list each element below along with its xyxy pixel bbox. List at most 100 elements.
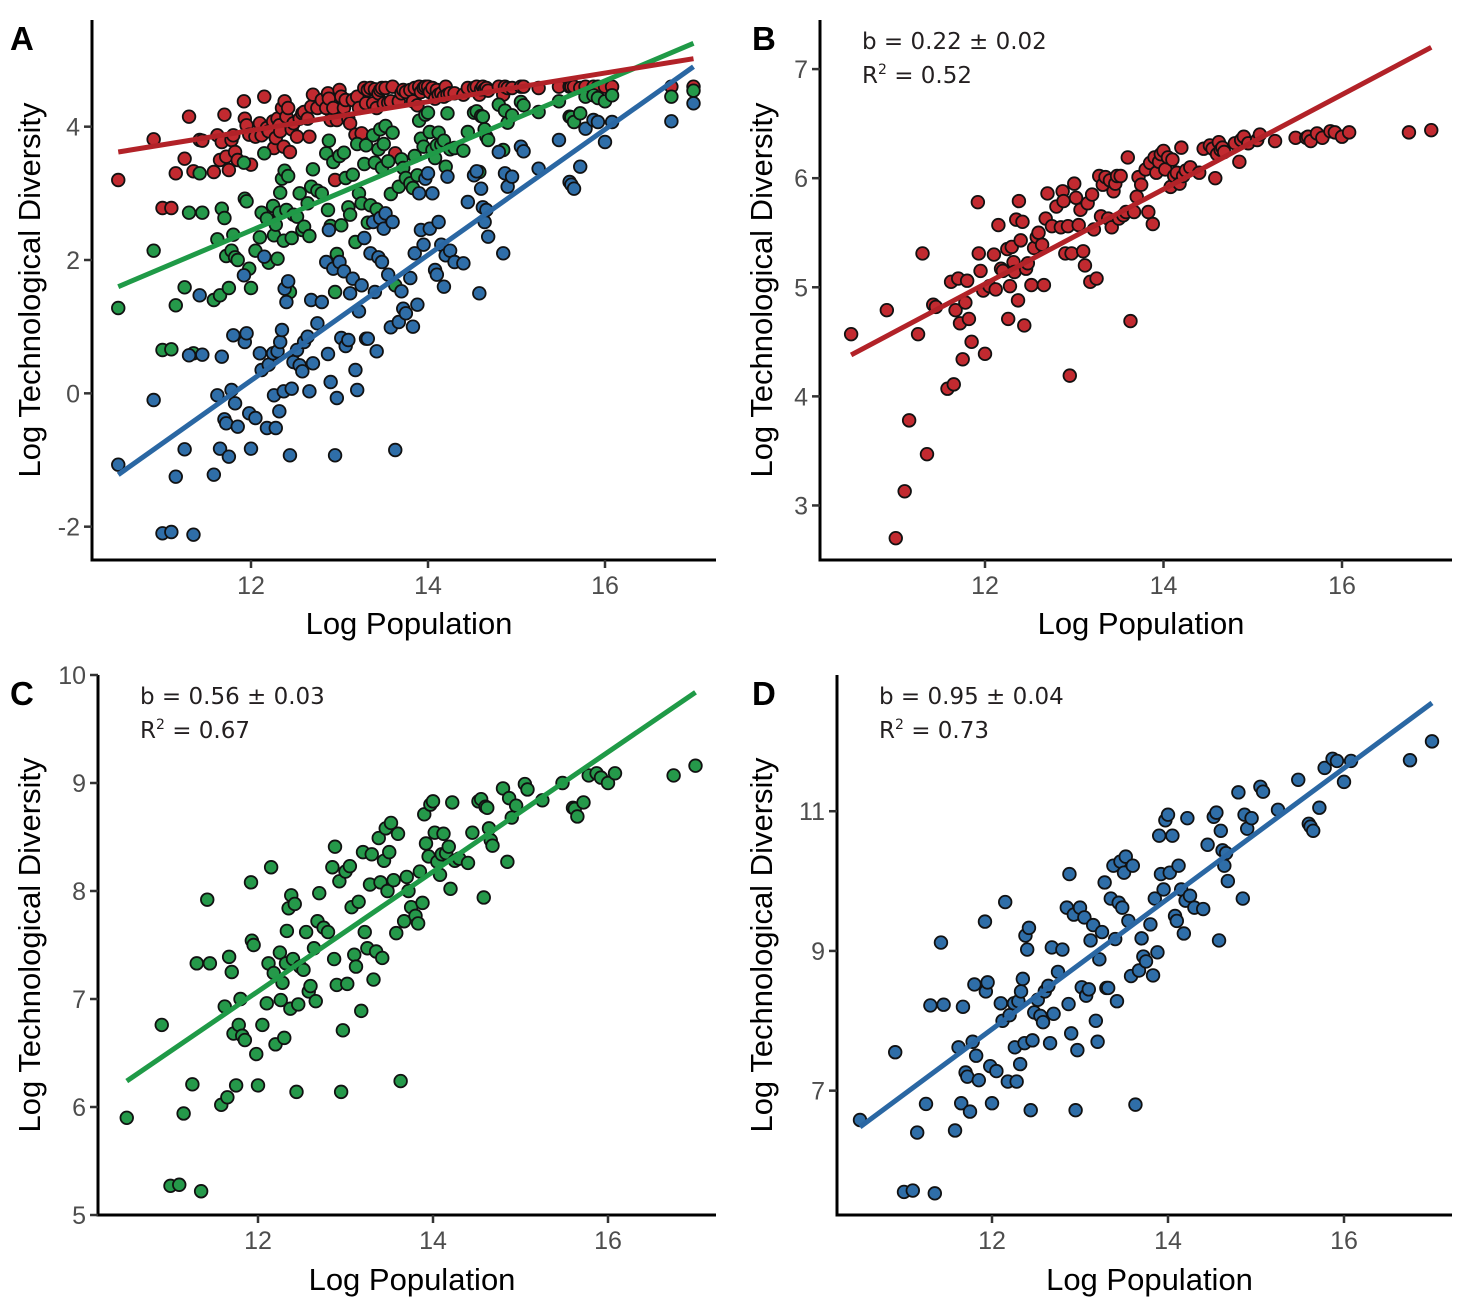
data-point — [354, 1003, 369, 1019]
c-points — [119, 758, 703, 1199]
data-point — [962, 1104, 978, 1119]
data-point — [1151, 828, 1167, 843]
data-point — [1133, 177, 1149, 192]
data-point — [287, 896, 302, 912]
y-tick-label: 7 — [794, 56, 808, 84]
y-tick-label: 6 — [72, 1094, 86, 1122]
data-point — [915, 246, 930, 261]
data-point — [270, 251, 285, 266]
data-point — [193, 1184, 209, 1199]
data-point — [296, 962, 311, 978]
data-point — [186, 527, 201, 542]
data-point — [460, 855, 476, 871]
data-point — [336, 145, 352, 160]
data-point — [310, 316, 325, 331]
data-point — [280, 274, 296, 289]
y-tick-label: 2 — [66, 247, 80, 275]
data-point — [1267, 133, 1283, 149]
data-point — [429, 267, 445, 282]
data-point — [410, 297, 425, 312]
data-point — [371, 830, 386, 846]
data-point — [327, 448, 343, 463]
data-point — [1070, 1042, 1085, 1058]
data-point — [919, 446, 935, 462]
y-tick-label: 9 — [72, 770, 86, 798]
data-point — [664, 89, 679, 104]
y-tick-label: 4 — [794, 383, 808, 411]
y-tick-label: 3 — [794, 492, 808, 520]
red-regression-line — [117, 56, 694, 155]
data-point — [326, 951, 342, 967]
data-point — [220, 1090, 235, 1105]
data-point — [1015, 971, 1031, 987]
data-point — [959, 273, 975, 288]
x-tick-label: 16 — [591, 572, 619, 600]
data-point — [366, 972, 381, 987]
data-point — [431, 214, 446, 230]
data-point — [472, 286, 487, 301]
x-tick-label: 14 — [419, 1227, 447, 1255]
data-point — [971, 1072, 987, 1088]
data-point — [1061, 996, 1076, 1012]
data-point — [986, 247, 1002, 262]
data-point — [989, 1063, 1004, 1079]
panel-d: D 12 14 16 7 9 11 Log Population Log Technologic… — [744, 675, 1452, 1297]
data-point — [1125, 858, 1141, 873]
data-point — [399, 869, 414, 885]
y-tick-label: 4 — [66, 114, 80, 142]
data-point — [480, 800, 495, 816]
data-point — [221, 449, 237, 464]
data-point — [1231, 785, 1246, 800]
data-point — [268, 420, 283, 436]
y-tick-label: -2 — [58, 514, 80, 542]
data-point — [380, 154, 396, 169]
data-point — [946, 377, 961, 392]
data-point — [491, 144, 507, 160]
data-point — [228, 1078, 244, 1093]
data-point — [1180, 811, 1195, 826]
data-point — [357, 230, 372, 246]
data-point — [341, 332, 356, 348]
data-point — [597, 134, 613, 150]
data-point — [168, 166, 183, 181]
data-point — [185, 1077, 200, 1092]
panel-c: C 12 14 16 5 6 7 8 9 10 Log Population Log Technolo… — [10, 662, 716, 1297]
data-point — [977, 346, 993, 362]
data-point — [1150, 945, 1165, 960]
data-point — [1291, 772, 1306, 787]
x-tick-label: 16 — [1330, 1227, 1358, 1255]
data-point — [189, 956, 204, 971]
y-tick-label: 9 — [811, 938, 825, 966]
data-point — [236, 94, 252, 109]
data-point — [176, 1106, 191, 1121]
data-point — [360, 331, 376, 346]
data-point — [255, 1017, 270, 1033]
data-point — [1305, 823, 1321, 838]
data-point — [177, 280, 192, 295]
data-point — [1025, 1033, 1040, 1048]
data-point — [664, 114, 679, 129]
data-point — [342, 286, 358, 301]
data-point — [146, 392, 161, 408]
data-point — [955, 999, 971, 1015]
data-point — [1064, 246, 1079, 261]
data-point — [320, 346, 336, 362]
data-point — [347, 947, 362, 962]
data-point — [456, 256, 471, 271]
data-point — [323, 374, 338, 390]
data-point — [1019, 942, 1035, 957]
data-point — [843, 326, 859, 342]
data-point — [289, 1084, 304, 1100]
data-point — [212, 441, 228, 456]
y-tick-label: 7 — [72, 986, 86, 1014]
data-point — [968, 1048, 984, 1063]
data-point — [1088, 1013, 1104, 1028]
data-point — [273, 334, 288, 350]
data-point — [273, 992, 288, 1008]
data-point — [389, 925, 404, 941]
data-point — [988, 282, 1003, 297]
x-axis-title: Log Population — [306, 606, 513, 641]
data-point — [918, 1096, 934, 1112]
data-point — [420, 166, 436, 181]
data-point — [1145, 968, 1161, 983]
